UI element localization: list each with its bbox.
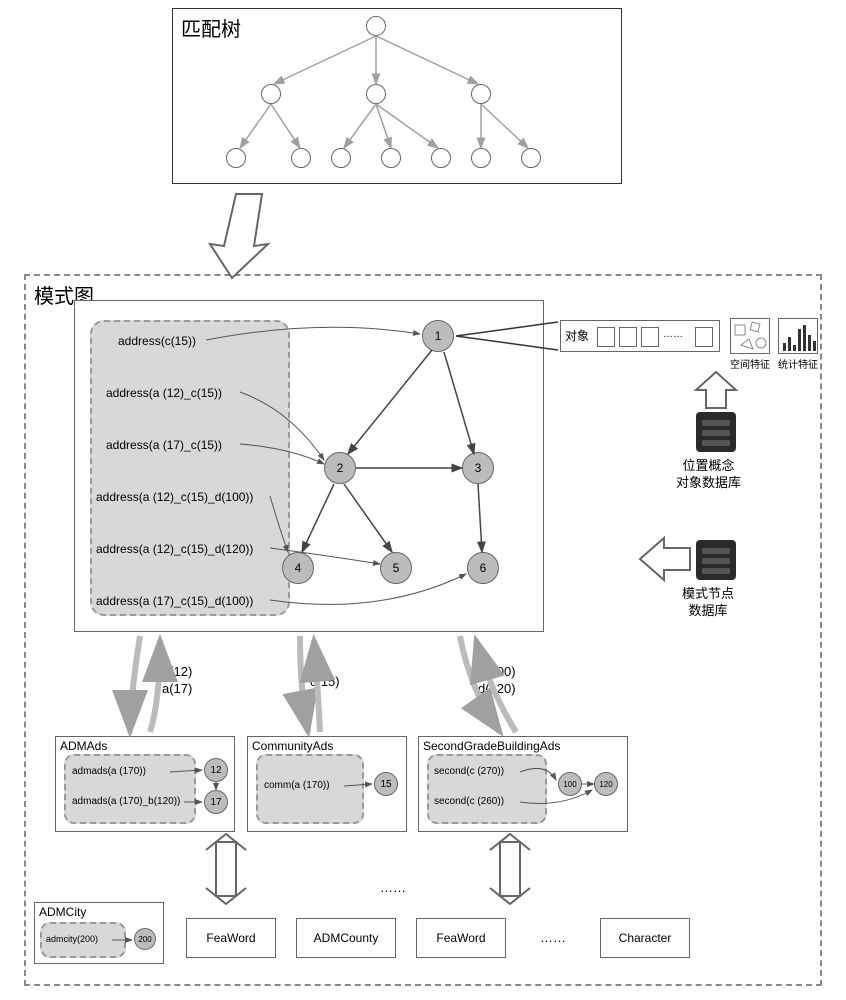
admads-node-1-label: 17: [210, 797, 221, 808]
spatial-label: 空间特征: [730, 356, 770, 371]
db1-label: 位置概念 对象数据库: [676, 458, 741, 492]
node-5-label: 5: [393, 561, 400, 575]
node-1-label: 1: [435, 329, 442, 343]
admads-row-0: admads(a (170)): [72, 766, 146, 777]
mt-l2g: [521, 148, 541, 168]
mt-l1a: [261, 84, 281, 104]
node-2-label: 2: [337, 461, 344, 475]
bottom-ellipsis: ……: [540, 930, 566, 945]
node-6: 6: [467, 552, 499, 584]
bottom-box-2: FeaWord: [416, 918, 506, 958]
slot-4: [695, 327, 713, 347]
second-node-0-label: 100: [563, 780, 576, 789]
node-1: 1: [422, 320, 454, 352]
addr-5: address(a (17)_c(15)_d(100)): [96, 594, 253, 608]
admads-node-1: 17: [204, 790, 228, 814]
admcity-node: 200: [134, 928, 156, 950]
subs-ellipsis: ……: [380, 880, 406, 895]
addr-4: address(a (12)_c(15)_d(120)): [96, 542, 253, 556]
slot-3: [641, 327, 659, 347]
slot-2: [619, 327, 637, 347]
comm-node-0-label: 15: [380, 779, 391, 790]
node-3: 3: [462, 452, 494, 484]
second-node-0: 100: [558, 772, 582, 796]
admads-title: ADMAds: [60, 739, 107, 753]
node-5: 5: [380, 552, 412, 584]
slot-ellipsis: ……: [663, 329, 683, 340]
admcity-label: admcity(200): [46, 934, 98, 944]
addr-3: address(a (12)_c(15)_d(100)): [96, 490, 253, 504]
bottom-box-0: FeaWord: [186, 918, 276, 958]
second-row-0: second(c (270)): [434, 766, 504, 777]
bottom-box-1: ADMCounty: [296, 918, 396, 958]
mt-l2e: [431, 148, 451, 168]
mt-root: [366, 16, 386, 36]
stats-label: 统计特征: [778, 356, 818, 371]
node-2: 2: [324, 452, 356, 484]
second-node-1: 120: [594, 772, 618, 796]
second-inner: [427, 754, 547, 824]
stats-icon: [778, 318, 818, 354]
db2-icon: [696, 540, 736, 580]
vlink-1: c(15): [310, 674, 340, 689]
node-4: 4: [282, 552, 314, 584]
addr-0: address(c(15)): [118, 334, 196, 348]
admads-node-0: 12: [204, 758, 228, 782]
object-label: 对象: [565, 327, 589, 344]
comm-title: CommunityAds: [252, 739, 333, 753]
mt-l1b: [366, 84, 386, 104]
mt-l1c: [471, 84, 491, 104]
admads-inner: [64, 754, 196, 824]
db2-label: 模式节点 数据库: [682, 586, 734, 620]
mt-l2b: [291, 148, 311, 168]
node-6-label: 6: [480, 561, 487, 575]
vlink-2: d(100) d(120): [478, 664, 516, 698]
bottom-box-4-label: Character: [619, 931, 672, 945]
addr-1: address(a (12)_c(15)): [106, 386, 222, 400]
spatial-icon: [730, 318, 770, 354]
node-4-label: 4: [295, 561, 302, 575]
node-3-label: 3: [475, 461, 482, 475]
bottom-box-0-label: FeaWord: [206, 931, 255, 945]
addr-box: [90, 320, 290, 616]
mt-l2f: [471, 148, 491, 168]
second-row-1: second(c (260)): [434, 796, 504, 807]
mt-l2a: [226, 148, 246, 168]
vlink-0: a(12) a(17): [162, 664, 192, 698]
admcity-title: ADMCity: [39, 905, 86, 919]
admads-row-1: admads(a (170)_b(120)): [72, 796, 180, 807]
mt-l2c: [331, 148, 351, 168]
match-tree-title: 匹配树: [181, 13, 241, 42]
comm-row-0: comm(a (170)): [264, 780, 330, 791]
admads-node-0-label: 12: [210, 765, 221, 776]
bottom-box-2-label: FeaWord: [436, 931, 485, 945]
second-node-1-label: 120: [599, 780, 612, 789]
db1-icon: [696, 412, 736, 452]
bottom-box-1-label: ADMCounty: [314, 931, 379, 945]
slot-1: [597, 327, 615, 347]
admcity-node-label: 200: [138, 935, 151, 944]
object-row: 对象 ……: [560, 320, 720, 352]
addr-2: address(a (17)_c(15)): [106, 438, 222, 452]
bottom-box-4: Character: [600, 918, 690, 958]
comm-node-0: 15: [374, 772, 398, 796]
second-title: SecondGradeBuildingAds: [423, 739, 560, 753]
mt-l2d: [381, 148, 401, 168]
